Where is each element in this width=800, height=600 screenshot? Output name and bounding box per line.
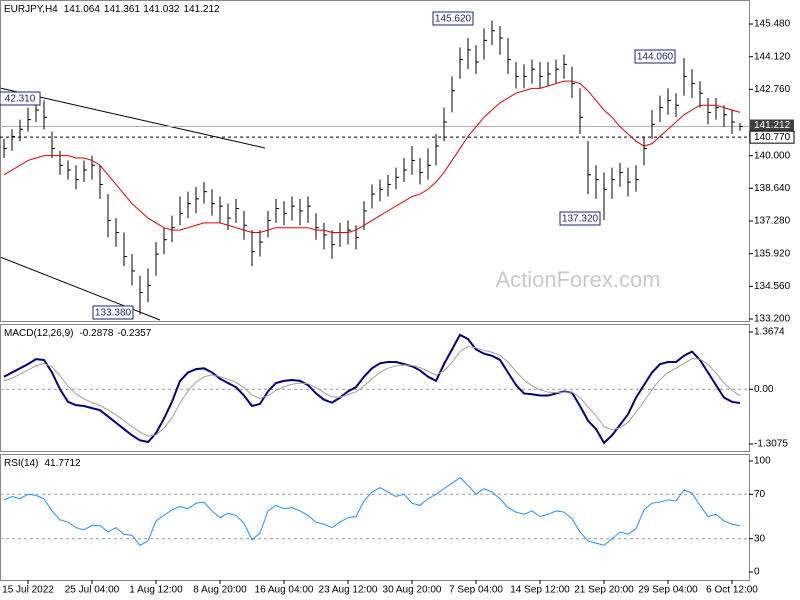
x-tick-label: 16 Aug 04:00 — [255, 585, 314, 596]
panel-frame — [0, 454, 750, 581]
y-tick-label: 140.000 — [754, 150, 791, 161]
y-tick-label: 134.560 — [754, 281, 791, 292]
annotation-box — [92, 305, 134, 320]
y-tick-label: 30 — [754, 533, 766, 544]
x-tick-label: 6 Oct 12:00 — [706, 585, 758, 596]
x-tick-label: 15 Jul 2022 — [2, 585, 54, 596]
indicator-title: RSI(14) — [4, 458, 38, 469]
panel-frame — [0, 0, 750, 322]
annotation-box — [432, 11, 474, 26]
header-value: 141.212 — [183, 4, 220, 15]
annotation: 144.060 — [637, 52, 674, 63]
y-tick-label: 145.480 — [754, 19, 791, 30]
indicator-line — [3, 477, 741, 547]
indicator-title: EURJPY,H4 — [4, 4, 58, 15]
y-tick-label: 0 — [754, 567, 760, 578]
panel-header: RSI(14) 41.7712 — [4, 458, 81, 469]
moving-average — [3, 80, 741, 233]
current-price-label: 141.212 — [754, 120, 791, 131]
header-value: 41.7712 — [44, 458, 81, 469]
header-value: -0.2357 — [117, 328, 151, 339]
y-tick-label: 100 — [754, 456, 771, 467]
x-tick-label: 21 Sep 20:00 — [574, 585, 634, 596]
x-tick-label: 14 Sep 12:00 — [510, 585, 570, 596]
header-value: 141.361 — [104, 4, 141, 15]
x-tick-label: 8 Aug 20:00 — [193, 585, 247, 596]
annotation: 42.310 — [5, 94, 36, 105]
y-tick-label: 137.280 — [754, 216, 791, 227]
x-tick-label: 7 Sep 04:00 — [449, 585, 503, 596]
level-box — [749, 130, 795, 144]
level-label: 140.770 — [754, 132, 791, 143]
header-value: -0.2878 — [79, 328, 113, 339]
panel-frame — [0, 324, 750, 452]
y-tick-label: 70 — [754, 489, 766, 500]
trend-line — [0, 87, 266, 149]
y-tick-label: 135.920 — [754, 248, 791, 259]
y-tick-label: 0.00 — [754, 384, 774, 395]
annotation: 133.380 — [95, 308, 132, 319]
y-tick-label: 1.3674 — [754, 327, 785, 338]
x-tick-label: 30 Aug 20:00 — [383, 585, 442, 596]
x-tick-label: 23 Aug 12:00 — [319, 585, 378, 596]
header-value: 141.032 — [143, 4, 180, 15]
annotation-box — [634, 49, 676, 64]
annotation: 137.320 — [562, 214, 599, 225]
annotation-box — [0, 91, 41, 106]
x-tick-label: 25 Jul 04:00 — [65, 585, 120, 596]
y-tick-label: 133.200 — [754, 314, 791, 325]
watermark: ActionForex.com — [495, 267, 660, 292]
y-tick-label: -1.3075 — [754, 439, 788, 450]
header-value: 141.064 — [64, 4, 101, 15]
y-tick-label: 144.120 — [754, 51, 791, 62]
y-tick-label: 138.640 — [754, 183, 791, 194]
x-tick-label: 1 Aug 12:00 — [129, 585, 183, 596]
y-tick-label: 142.760 — [754, 84, 791, 95]
current-price-box — [750, 119, 794, 132]
indicator-title: MACD(12,26,9) — [4, 328, 73, 339]
annotation-box — [559, 211, 601, 226]
indicator-line — [3, 346, 741, 437]
panel-header: EURJPY,H4 141.064 141.361 141.032 141.212 — [4, 4, 220, 15]
panel-header: MACD(12,26,9) -0.2878 -0.2357 — [4, 328, 152, 339]
x-tick-label: 29 Sep 04:00 — [638, 585, 698, 596]
annotation: 145.620 — [435, 14, 472, 25]
